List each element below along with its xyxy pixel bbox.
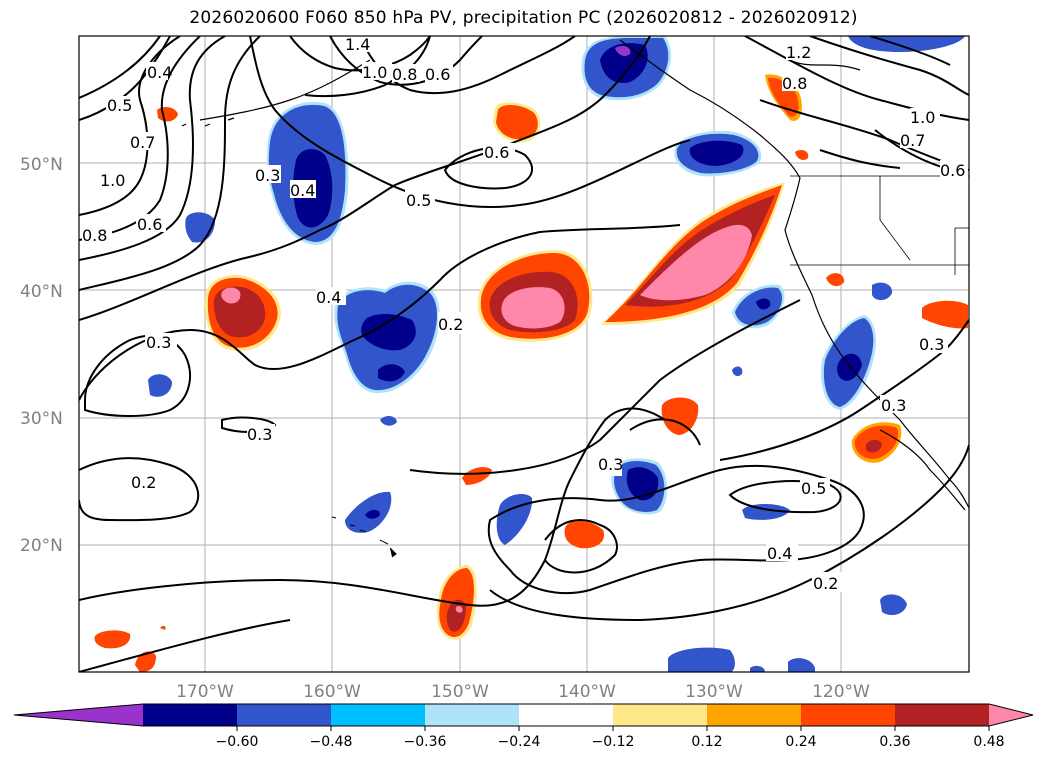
contour-label: 0.3 <box>146 333 171 352</box>
contour-label: 0.5 <box>801 479 826 498</box>
contour-label: 0.8 <box>782 74 807 93</box>
lat-label: 20°N <box>20 536 63 556</box>
contour-label: 0.7 <box>900 131 925 150</box>
contour-label: 0.6 <box>137 215 162 234</box>
contour-label: 0.3 <box>247 425 272 444</box>
pv-contour-labels: 0.4 0.5 0.7 1.0 0.8 0.6 1.4 1.0 0.8 0.6 … <box>82 35 968 593</box>
contour-label: 1.2 <box>786 43 811 62</box>
lon-label: 160°W <box>303 682 361 702</box>
contour-label: 0.4 <box>767 544 792 563</box>
lat-label: 40°N <box>20 282 63 302</box>
contour-label: 0.4 <box>147 63 172 82</box>
contour-label: 0.6 <box>484 143 509 162</box>
colorbar-segment <box>801 704 896 726</box>
contour-label: 1.4 <box>345 35 370 54</box>
contour-label: 0.2 <box>131 473 156 492</box>
longitude-labels: 170°W 160°W 150°W 140°W 130°W 120°W <box>176 682 870 702</box>
contour-label: 0.8 <box>392 65 417 84</box>
positive-precip-areas <box>94 74 968 672</box>
contour-label: 0.3 <box>881 396 906 415</box>
contour-label: 0.2 <box>438 315 463 334</box>
lon-label: 170°W <box>176 682 234 702</box>
colorbar-segment <box>143 704 238 726</box>
islands <box>331 516 397 558</box>
map-frame <box>78 35 970 673</box>
colorbar-tick-label: −0.24 <box>498 734 541 750</box>
colorbar-tick-label: −0.12 <box>592 734 635 750</box>
contour-label: 1.0 <box>362 63 387 82</box>
lon-label: 140°W <box>558 682 616 702</box>
colorbar-segment <box>425 704 520 726</box>
contour-label: 0.4 <box>316 288 341 307</box>
negative-precip-areas <box>148 36 965 672</box>
contour-label: 0.3 <box>255 166 280 185</box>
lat-label: 50°N <box>20 155 63 175</box>
contour-label: 0.3 <box>598 455 623 474</box>
lon-label: 130°W <box>685 682 743 702</box>
contour-label: 0.5 <box>406 191 431 210</box>
colorbar-segment <box>331 704 426 726</box>
contour-label: 0.6 <box>940 161 965 180</box>
contour-label: 0.4 <box>290 181 315 200</box>
colorbar-segment <box>519 704 614 726</box>
colorbar-tick-label: 0.12 <box>691 734 722 750</box>
contour-label: 0.8 <box>82 226 107 245</box>
contour-label: 0.7 <box>130 133 155 152</box>
colorbar-tick-label: 0.24 <box>785 734 816 750</box>
contour-label: 0.5 <box>107 96 132 115</box>
contour-label: 1.0 <box>910 108 935 127</box>
colorbar-tick-label: −0.48 <box>310 734 353 750</box>
contour-label: 0.6 <box>425 65 450 84</box>
colorbar-segment <box>613 704 708 726</box>
colorbar-tick-label: −0.60 <box>216 734 259 750</box>
colorbar-tick-label: 0.36 <box>879 734 910 750</box>
map-title: 2026020600 F060 850 hPa PV, precipitatio… <box>189 8 858 28</box>
coastlines <box>181 39 969 511</box>
colorbar-tick-label: −0.36 <box>404 734 447 750</box>
colorbar: −0.60 −0.48 −0.36 −0.24 −0.12 0.12 0.24 0.36 0.4… <box>13 703 1034 750</box>
contour-label: 0.2 <box>813 574 838 593</box>
colorbar-segment <box>237 704 332 726</box>
colorbar-segment <box>895 704 990 726</box>
colorbar-segment <box>707 704 802 726</box>
colorbar-tick-label: 0.48 <box>973 734 1004 750</box>
contour-label: 1.0 <box>100 171 125 190</box>
lon-label: 150°W <box>431 682 489 702</box>
lon-label: 120°W <box>812 682 870 702</box>
colorbar-extend-max <box>989 704 1033 726</box>
contour-label: 0.3 <box>919 335 944 354</box>
colorbar-extend-min <box>14 704 143 726</box>
political-borders <box>790 175 969 275</box>
lat-label: 30°N <box>20 409 63 429</box>
latitude-labels: 50°N 40°N 30°N 20°N <box>20 155 63 556</box>
